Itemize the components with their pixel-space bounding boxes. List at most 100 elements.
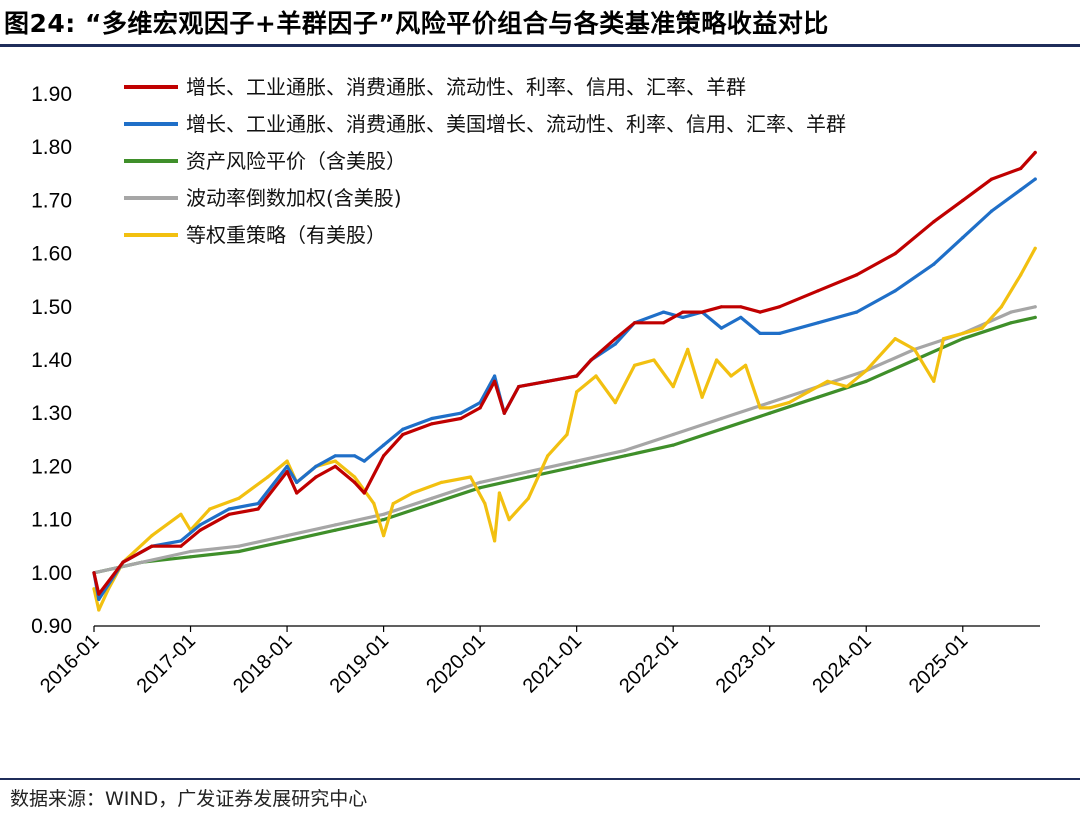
data-point (671, 385, 675, 389)
data-point (256, 507, 260, 511)
data-point (758, 310, 762, 314)
data-point (150, 544, 154, 548)
data-point (739, 315, 743, 319)
series-line (92, 150, 1037, 596)
data-point (575, 390, 579, 394)
y-tick-label: 0.90 (31, 615, 72, 638)
data-point (256, 502, 260, 506)
data-point (439, 480, 444, 484)
data-point (382, 534, 386, 538)
data-point (314, 475, 318, 479)
data-point (719, 326, 724, 330)
data-point (478, 486, 482, 490)
data-point (990, 177, 994, 181)
y-tick-label: 1.40 (31, 349, 72, 372)
data-point (893, 289, 897, 293)
data-point (575, 464, 579, 468)
data-point (1009, 321, 1013, 325)
data-point (483, 502, 487, 506)
data-point (478, 480, 482, 484)
x-tick-label: 2025-01 (905, 630, 972, 697)
data-point (864, 369, 868, 373)
series-layer (92, 150, 1037, 612)
data-point (430, 502, 434, 506)
source-note: 数据来源：WIND，广发证券发展研究中心 (10, 788, 368, 810)
data-point (594, 374, 598, 378)
data-point (382, 512, 386, 516)
data-point (188, 549, 193, 554)
data-point (285, 534, 289, 538)
data-point (826, 379, 830, 383)
data-point (893, 252, 897, 256)
data-point (401, 427, 405, 431)
y-tick-label: 1.90 (31, 83, 72, 106)
data-point (478, 406, 482, 410)
data-point (1009, 310, 1013, 314)
data-point (575, 459, 579, 463)
data-point (468, 475, 473, 479)
data-point (941, 337, 946, 341)
data-point (285, 459, 289, 463)
series-line (92, 305, 1037, 575)
data-point (1033, 246, 1037, 250)
data-point (912, 347, 917, 351)
data-point (806, 390, 810, 394)
data-point (1019, 273, 1023, 277)
y-tick-label: 1.60 (31, 243, 72, 266)
x-tick-label: 2023-01 (712, 630, 779, 697)
data-point (1033, 305, 1037, 309)
data-point (912, 358, 917, 362)
data-point (430, 496, 434, 500)
series-3 (92, 315, 1037, 575)
data-point (198, 528, 202, 532)
series-line (92, 246, 1037, 612)
data-point (362, 491, 366, 495)
data-point (613, 401, 617, 405)
data-point (150, 534, 154, 538)
legend-label: 增长、工业通胀、消费通胀、流动性、利率、信用、汇率、羊群 (186, 75, 746, 99)
data-point (744, 363, 748, 367)
x-tick-label: 2019-01 (326, 630, 393, 697)
data-point (411, 491, 415, 495)
data-point (961, 198, 965, 202)
title-divider (0, 44, 1080, 47)
data-point (729, 374, 733, 378)
title-bar: 图24: “多维宏观因子+羊群因子”风险平价组合与各类基准策略收益对比 (0, 0, 1080, 44)
series-line (92, 315, 1037, 575)
data-point (758, 331, 762, 335)
data-point (382, 443, 386, 447)
data-point (671, 443, 675, 447)
data-point (855, 273, 859, 277)
data-point (613, 342, 617, 346)
data-point (517, 385, 521, 389)
legend-item: 资产风险平价（含美股） (124, 149, 406, 173)
data-point (179, 544, 183, 548)
data-point (92, 571, 96, 575)
data-point (575, 374, 579, 378)
data-point (980, 326, 984, 330)
x-tick-label: 2017-01 (133, 630, 200, 697)
data-point (546, 379, 550, 383)
data-point (227, 512, 231, 516)
data-point (758, 406, 762, 410)
data-point (188, 555, 193, 559)
data-point (97, 597, 101, 602)
y-tick-label: 1.10 (31, 509, 72, 532)
data-point (507, 518, 511, 522)
data-point (92, 587, 96, 591)
series-5 (92, 246, 1037, 612)
data-point (652, 358, 656, 362)
data-point (97, 608, 101, 612)
data-point (459, 416, 463, 421)
data-point (1033, 150, 1037, 155)
data-point (97, 592, 101, 596)
data-point (333, 454, 337, 458)
legend: 增长、工业通胀、消费通胀、流动性、利率、信用、汇率、羊群增长、工业通胀、消费通胀… (124, 75, 846, 247)
x-tick-label: 2021-01 (519, 630, 586, 697)
data-point (700, 310, 704, 314)
data-point (816, 395, 820, 399)
data-point (633, 363, 637, 367)
x-tick-label: 2016-01 (36, 630, 103, 697)
data-point (787, 401, 791, 405)
x-tick-label: 2020-01 (422, 630, 489, 697)
